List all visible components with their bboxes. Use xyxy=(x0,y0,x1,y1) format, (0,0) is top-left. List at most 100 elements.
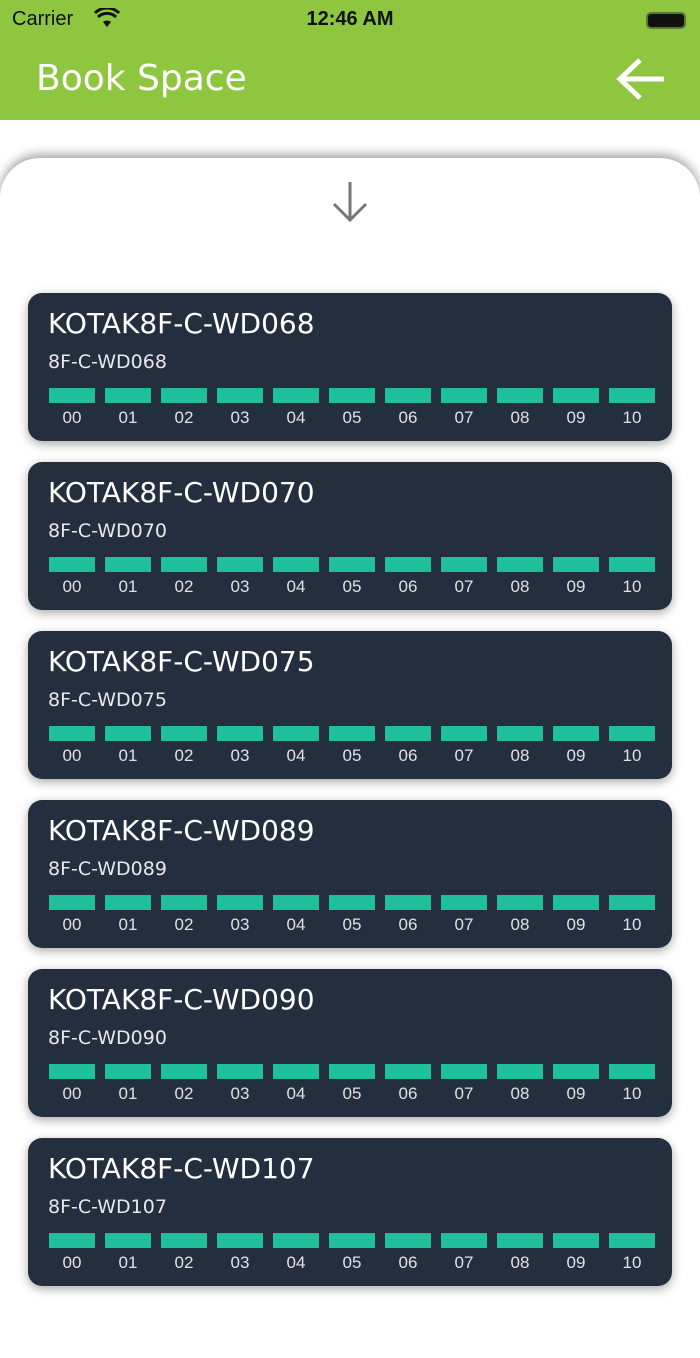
arrow-down-icon[interactable] xyxy=(330,180,370,224)
time-slot[interactable]: 07 xyxy=(441,1064,487,1104)
time-slot[interactable]: 07 xyxy=(441,726,487,766)
time-slot[interactable]: 04 xyxy=(273,1233,319,1273)
time-slot[interactable]: 07 xyxy=(441,388,487,428)
slot-label: 07 xyxy=(454,408,474,427)
time-slot[interactable]: 00 xyxy=(49,1233,95,1273)
slot-availability-bar xyxy=(553,1064,599,1079)
time-slot[interactable]: 00 xyxy=(49,1064,95,1104)
desk-card[interactable]: KOTAK8F-C-WD070 8F-C-WD070 00 01 02 03 04 05 06… xyxy=(28,462,672,610)
slot-label: 08 xyxy=(510,1253,530,1272)
time-slot[interactable]: 09 xyxy=(553,1064,599,1104)
desk-card[interactable]: KOTAK8F-C-WD068 8F-C-WD068 00 01 02 03 04 05 06… xyxy=(28,293,672,441)
time-slot[interactable]: 04 xyxy=(273,557,319,597)
slot-availability-bar xyxy=(329,726,375,741)
time-slot[interactable]: 05 xyxy=(329,557,375,597)
time-slot[interactable]: 06 xyxy=(385,388,431,428)
desk-name: KOTAK8F-C-WD090 xyxy=(48,983,315,1016)
time-slot[interactable]: 09 xyxy=(553,726,599,766)
time-slot[interactable]: 01 xyxy=(105,1064,151,1104)
time-slot[interactable]: 10 xyxy=(609,557,655,597)
time-slot[interactable]: 05 xyxy=(329,1064,375,1104)
time-slot[interactable]: 10 xyxy=(609,388,655,428)
slot-label: 08 xyxy=(510,746,530,765)
time-slot[interactable]: 04 xyxy=(273,726,319,766)
time-slot[interactable]: 06 xyxy=(385,1233,431,1273)
desk-card[interactable]: KOTAK8F-C-WD090 8F-C-WD090 00 01 02 03 04 05 06… xyxy=(28,969,672,1117)
slot-availability-bar xyxy=(49,557,95,572)
time-slot[interactable]: 06 xyxy=(385,557,431,597)
time-slot[interactable]: 09 xyxy=(553,557,599,597)
slot-label: 09 xyxy=(566,408,586,427)
time-slot[interactable]: 01 xyxy=(105,726,151,766)
slot-label: 08 xyxy=(510,1084,530,1103)
time-slot[interactable]: 10 xyxy=(609,895,655,935)
desk-card[interactable]: KOTAK8F-C-WD107 8F-C-WD107 00 01 02 03 04 05 06… xyxy=(28,1138,672,1286)
time-slot[interactable]: 03 xyxy=(217,726,263,766)
time-slot[interactable]: 05 xyxy=(329,726,375,766)
time-slot[interactable]: 09 xyxy=(553,895,599,935)
slot-availability-bar xyxy=(161,557,207,572)
time-slot[interactable]: 04 xyxy=(273,895,319,935)
time-slot[interactable]: 08 xyxy=(497,1064,543,1104)
arrow-left-icon[interactable] xyxy=(614,54,670,104)
time-slot[interactable]: 02 xyxy=(161,557,207,597)
battery-icon xyxy=(646,12,686,29)
time-slot[interactable]: 01 xyxy=(105,1233,151,1273)
slot-availability-bar xyxy=(49,895,95,910)
time-slot[interactable]: 07 xyxy=(441,895,487,935)
slot-label: 05 xyxy=(342,1253,362,1272)
time-slot[interactable]: 06 xyxy=(385,726,431,766)
time-slot[interactable]: 05 xyxy=(329,895,375,935)
time-slot[interactable]: 01 xyxy=(105,557,151,597)
desk-card[interactable]: KOTAK8F-C-WD075 8F-C-WD075 00 01 02 03 04 05 06… xyxy=(28,631,672,779)
time-slot[interactable]: 05 xyxy=(329,1233,375,1273)
time-slot[interactable]: 00 xyxy=(49,388,95,428)
time-slot[interactable]: 01 xyxy=(105,388,151,428)
desk-code: 8F-C-WD089 xyxy=(48,858,167,880)
time-slot[interactable]: 10 xyxy=(609,1233,655,1273)
time-slot[interactable]: 02 xyxy=(161,1233,207,1273)
desk-card[interactable]: KOTAK8F-C-WD089 8F-C-WD089 00 01 02 03 04 05 06… xyxy=(28,800,672,948)
slot-availability-bar xyxy=(385,557,431,572)
slot-label: 08 xyxy=(510,915,530,934)
time-slot[interactable]: 07 xyxy=(441,557,487,597)
time-slot[interactable]: 00 xyxy=(49,895,95,935)
time-slot[interactable]: 05 xyxy=(329,388,375,428)
time-slot[interactable]: 09 xyxy=(553,388,599,428)
time-slot[interactable]: 04 xyxy=(273,388,319,428)
time-slot[interactable]: 02 xyxy=(161,388,207,428)
time-slot[interactable]: 00 xyxy=(49,557,95,597)
time-slot[interactable]: 02 xyxy=(161,726,207,766)
time-slot[interactable]: 03 xyxy=(217,1233,263,1273)
time-slot[interactable]: 04 xyxy=(273,1064,319,1104)
time-slot[interactable]: 10 xyxy=(609,726,655,766)
slot-label: 02 xyxy=(174,746,194,765)
slot-label: 03 xyxy=(230,1253,250,1272)
time-slot[interactable]: 10 xyxy=(609,1064,655,1104)
time-slot[interactable]: 01 xyxy=(105,895,151,935)
time-slot[interactable]: 08 xyxy=(497,388,543,428)
time-slot[interactable]: 03 xyxy=(217,1064,263,1104)
time-slot[interactable]: 03 xyxy=(217,557,263,597)
slot-label: 06 xyxy=(398,1253,418,1272)
slot-availability-bar xyxy=(105,726,151,741)
time-slot[interactable]: 08 xyxy=(497,895,543,935)
slot-availability-bar xyxy=(497,557,543,572)
slot-label: 06 xyxy=(398,408,418,427)
time-slot[interactable]: 08 xyxy=(497,1233,543,1273)
slot-label: 04 xyxy=(286,915,306,934)
time-slot[interactable]: 08 xyxy=(497,557,543,597)
slot-label: 01 xyxy=(118,915,138,934)
time-slot[interactable]: 00 xyxy=(49,726,95,766)
time-slot[interactable]: 06 xyxy=(385,1064,431,1104)
time-slot[interactable]: 09 xyxy=(553,1233,599,1273)
time-slot[interactable]: 03 xyxy=(217,895,263,935)
time-slot[interactable]: 07 xyxy=(441,1233,487,1273)
time-slot[interactable]: 02 xyxy=(161,1064,207,1104)
time-slot[interactable]: 03 xyxy=(217,388,263,428)
slot-availability-bar xyxy=(329,557,375,572)
time-slot[interactable]: 08 xyxy=(497,726,543,766)
time-slot[interactable]: 02 xyxy=(161,895,207,935)
slot-label: 03 xyxy=(230,408,250,427)
time-slot[interactable]: 06 xyxy=(385,895,431,935)
